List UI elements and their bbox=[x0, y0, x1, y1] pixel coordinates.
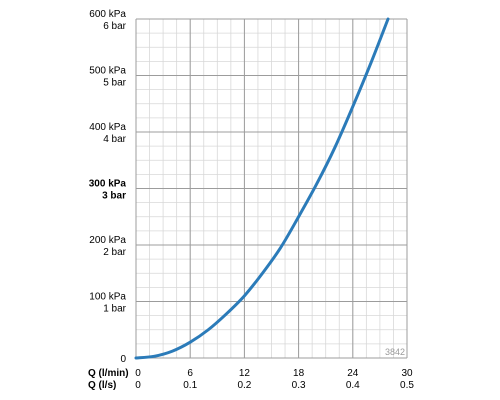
x-tick-label: 0.5 bbox=[400, 380, 414, 391]
x-tick-label: 30 bbox=[401, 368, 413, 379]
y-tick-label-kpa: 600 kPa bbox=[89, 9, 126, 20]
watermark-label: 3842 bbox=[385, 347, 405, 357]
y-tick-label-kpa: 500 kPa bbox=[89, 66, 126, 77]
y-tick-label-kpa: 400 kPa bbox=[89, 122, 126, 133]
x-tick-label: 0.4 bbox=[346, 380, 360, 391]
y-tick-label-bar: 1 bar bbox=[103, 304, 126, 315]
y-tick-label-bar: 2 bar bbox=[103, 247, 126, 258]
x-tick-label: 12 bbox=[239, 368, 251, 379]
x-tick-label: 0.3 bbox=[292, 380, 306, 391]
y-tick-label-kpa: 200 kPa bbox=[89, 235, 126, 246]
y-tick-label-bar: 5 bar bbox=[103, 78, 126, 89]
y-tick-label-kpa: 100 kPa bbox=[89, 292, 126, 303]
y-tick-label-bar: 3 bar bbox=[102, 191, 126, 202]
x-tick-label: 6 bbox=[187, 368, 193, 379]
x-tick-label: 0.2 bbox=[237, 380, 251, 391]
x-tick-label: 0 bbox=[135, 368, 141, 379]
x-tick-label: 24 bbox=[347, 368, 359, 379]
x-axis-label: Q (l/s) bbox=[88, 380, 116, 391]
x-axis-label: Q (l/min) bbox=[88, 368, 129, 379]
y-tick-label-kpa: 300 kPa bbox=[89, 179, 127, 190]
pressure-curve-line bbox=[134, 17, 390, 360]
y-tick-label-bar: 4 bar bbox=[103, 134, 126, 145]
major-grid bbox=[135, 18, 408, 359]
y-tick-label-bar: 6 bar bbox=[103, 21, 126, 32]
x-tick-label: 18 bbox=[293, 368, 305, 379]
series-layer bbox=[134, 17, 390, 360]
x-axis-ticks: Q (l/min) 0 6 12 18 24 30 Q (l/s) 0 0.1 0.2 0.3 0.4 0… bbox=[88, 368, 414, 391]
x-tick-label: 0.1 bbox=[183, 380, 197, 391]
y-tick-label: 0 bbox=[120, 354, 126, 365]
x-tick-label: 0 bbox=[135, 380, 141, 391]
